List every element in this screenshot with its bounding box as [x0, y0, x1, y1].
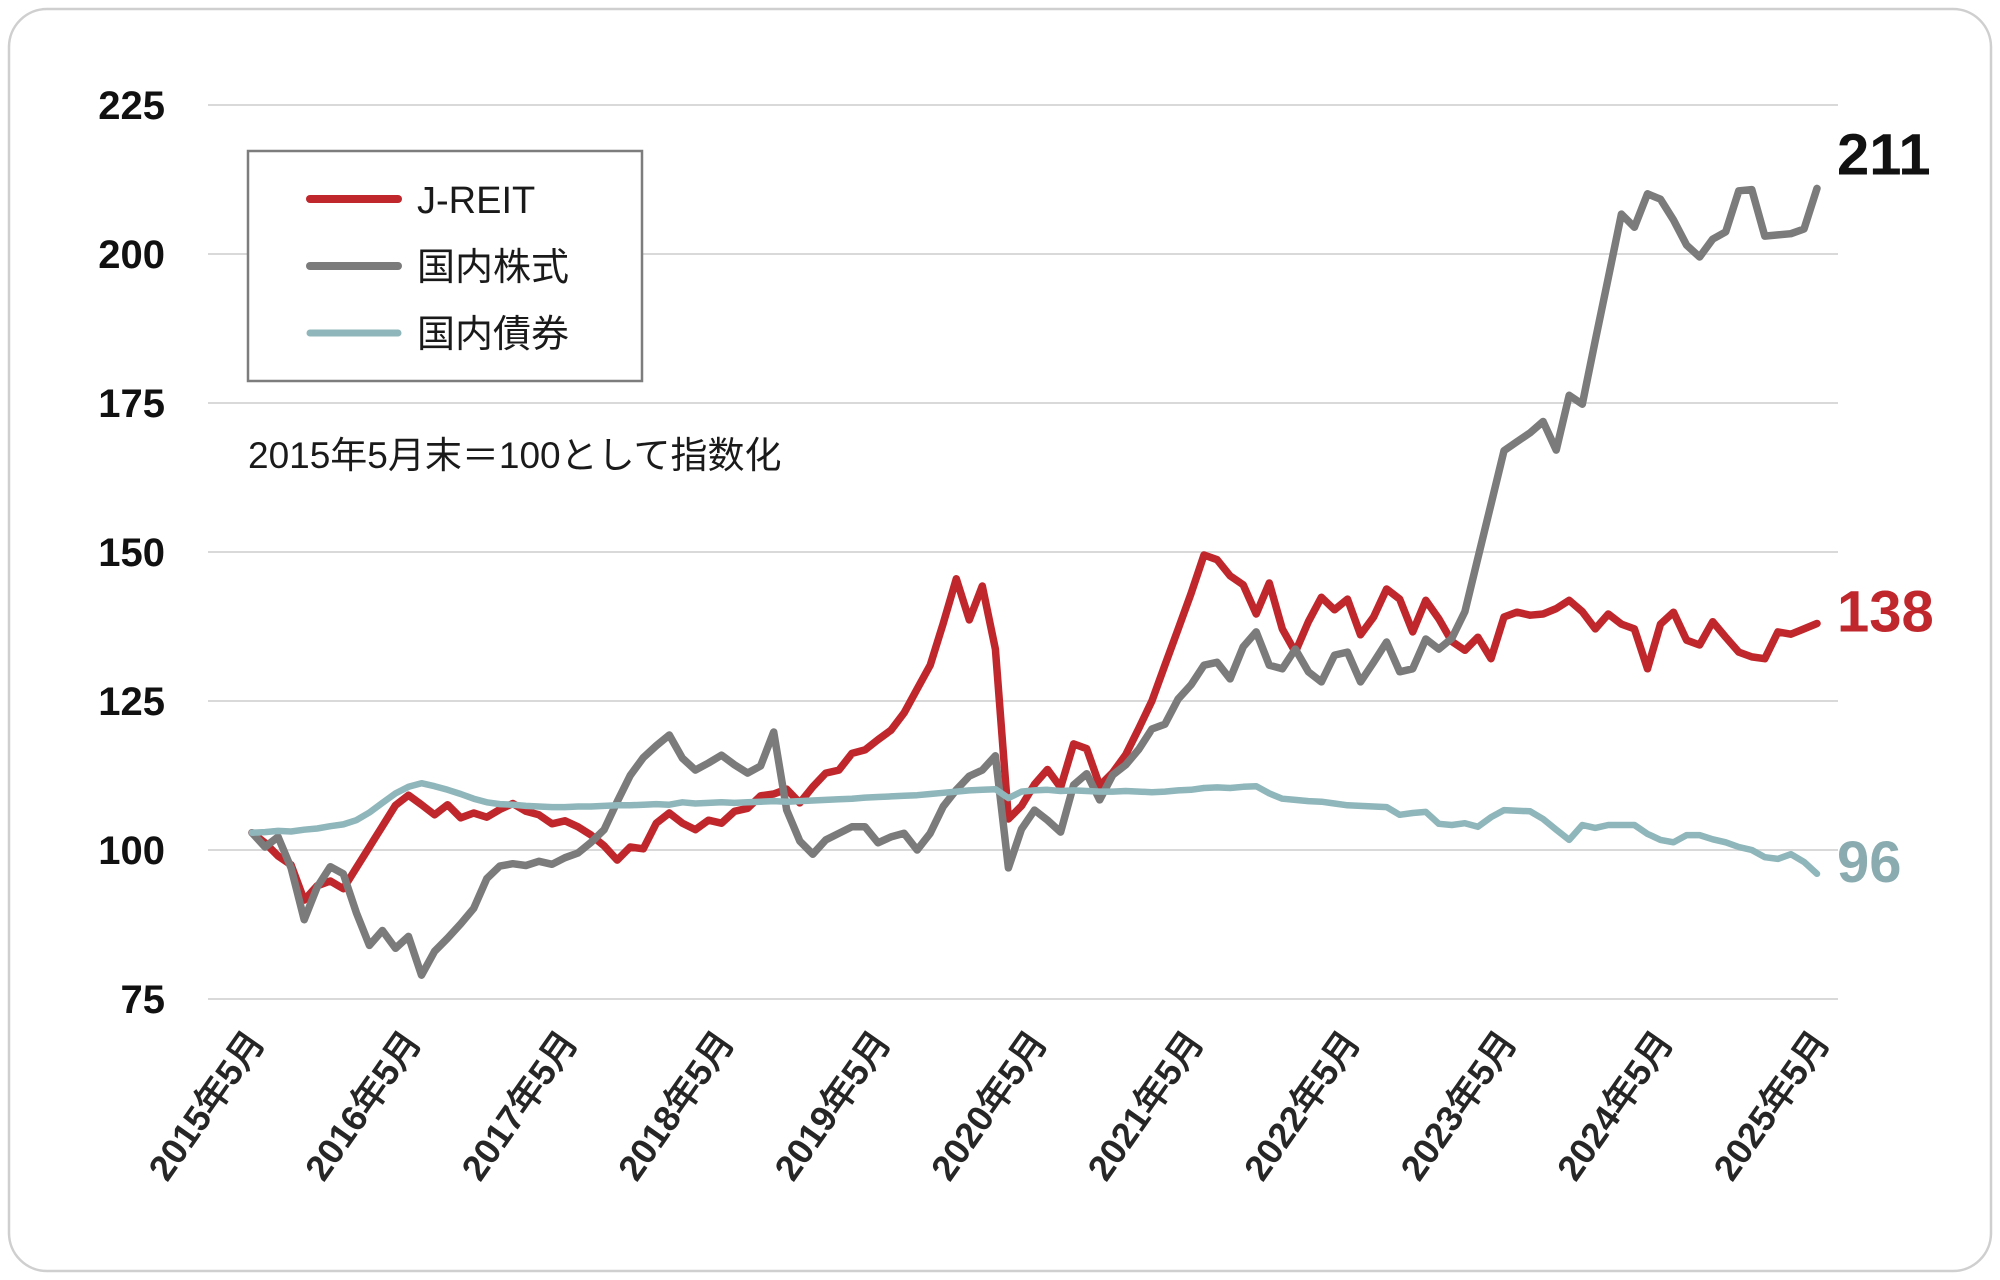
y-tick-label-125: 125: [98, 680, 165, 724]
gridlines: [208, 104, 1838, 1000]
y-tick-label-225: 225: [98, 84, 165, 128]
series-lines: [248, 184, 1821, 979]
index-base-annotation: 2015年5月末＝100として指数化: [248, 435, 782, 476]
end-label-domestic-stocks: 211: [1837, 122, 1931, 187]
y-tick-label-200: 200: [98, 233, 165, 277]
end-label-jreit: 138: [1837, 580, 1934, 645]
legend-label-domestic-stocks: 国内株式: [417, 247, 569, 289]
legend-label-domestic-bonds: 国内債券: [417, 314, 569, 356]
legend-item-jreit: J-REIT: [306, 180, 535, 222]
end-label-domestic-bonds: 96: [1837, 830, 1902, 895]
legend-item-domestic-stocks: 国内株式: [306, 247, 569, 289]
y-tick-label-100: 100: [98, 829, 165, 873]
legend-item-domestic-bonds: 国内債券: [306, 314, 569, 356]
domestic-stocks-line: [248, 184, 1821, 979]
domestic-bonds-line: [248, 779, 1821, 878]
series-end-value-labels: 138 211 96: [1837, 122, 1934, 894]
legend-label-jreit: J-REIT: [417, 180, 535, 222]
y-tick-label-175: 175: [98, 382, 165, 426]
y-tick-label-150: 150: [98, 531, 165, 575]
y-tick-label-75: 75: [121, 978, 166, 1022]
y-axis-tick-labels: 75 100 125 150 175 200 225: [98, 84, 165, 1022]
